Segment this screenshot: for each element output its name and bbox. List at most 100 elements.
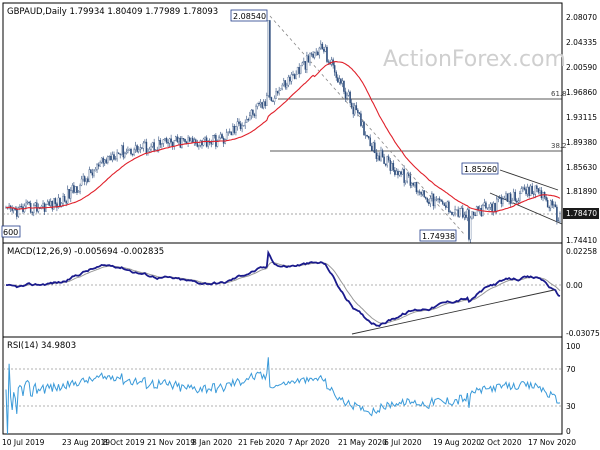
candle-body bbox=[417, 191, 419, 193]
candle-body bbox=[187, 137, 189, 144]
candle-body bbox=[232, 126, 234, 136]
candle-body bbox=[546, 200, 549, 208]
price-tick: 1.74410 bbox=[566, 236, 597, 245]
candle-body bbox=[352, 106, 354, 115]
macd-header: MACD(12,26,9) -0.005694 -0.002835 bbox=[7, 247, 164, 257]
candle-body bbox=[449, 211, 452, 213]
low-label-box bbox=[419, 229, 457, 242]
candle-body bbox=[381, 150, 384, 158]
candle-body bbox=[128, 148, 131, 151]
candle-body bbox=[88, 169, 91, 182]
candle-body bbox=[463, 214, 466, 218]
candle-body bbox=[445, 205, 447, 208]
candle-body bbox=[245, 119, 248, 123]
candle-body bbox=[207, 141, 209, 147]
candle-body bbox=[426, 198, 429, 203]
candle-body bbox=[42, 203, 44, 207]
candle-body bbox=[185, 141, 188, 144]
candle-body bbox=[559, 213, 561, 222]
candle-body bbox=[472, 211, 475, 216]
candle-body bbox=[423, 190, 425, 198]
price-tick: 2.08070 bbox=[566, 13, 597, 22]
candle-body bbox=[85, 178, 87, 182]
macd-tick: 0.00 bbox=[566, 281, 583, 290]
candle-body bbox=[446, 201, 449, 208]
candle-body bbox=[451, 211, 453, 215]
candle-body bbox=[512, 191, 515, 201]
candle-body bbox=[539, 190, 541, 193]
candle-body bbox=[400, 171, 402, 175]
candle-body bbox=[278, 90, 280, 94]
candle-body bbox=[199, 140, 202, 146]
rsi-tick: 30 bbox=[566, 402, 576, 411]
candle-body bbox=[219, 134, 222, 139]
price-tick: 1.93115 bbox=[566, 113, 597, 122]
candle-body bbox=[531, 185, 533, 195]
candle-body bbox=[131, 153, 134, 155]
candle-body bbox=[545, 196, 547, 201]
candle-body bbox=[333, 65, 336, 73]
candle-body bbox=[190, 137, 192, 142]
candle-body bbox=[448, 201, 450, 212]
rsi-header: RSI(14) 34.9803 bbox=[7, 341, 76, 351]
candle-body bbox=[289, 76, 291, 82]
candle-body bbox=[99, 162, 101, 167]
candle-body bbox=[313, 52, 316, 58]
candle-body bbox=[536, 185, 538, 189]
candle-body bbox=[225, 132, 228, 140]
candle-body bbox=[195, 139, 197, 144]
x-tick: 2 Oct 2020 bbox=[480, 438, 522, 447]
candle-body bbox=[158, 140, 160, 151]
candle-body bbox=[161, 143, 163, 145]
candle-body bbox=[212, 135, 214, 145]
candle-body bbox=[340, 78, 342, 84]
candle-body bbox=[111, 154, 114, 161]
candle-body bbox=[335, 72, 337, 78]
candle-body bbox=[500, 197, 503, 204]
candle-body bbox=[509, 193, 512, 204]
candle-body bbox=[215, 135, 217, 147]
candle-body bbox=[117, 152, 120, 154]
candle-body bbox=[508, 193, 510, 202]
macd-line bbox=[5, 249, 561, 328]
low-label: 1.74938 bbox=[422, 232, 455, 241]
candle-body bbox=[141, 147, 143, 149]
candle-body bbox=[281, 84, 283, 89]
candle-body bbox=[441, 201, 444, 204]
candle-body bbox=[366, 134, 368, 137]
candle-body bbox=[492, 202, 495, 212]
candle-body bbox=[310, 53, 313, 55]
candle-body bbox=[252, 110, 254, 115]
candle-body bbox=[107, 156, 109, 163]
candle-body bbox=[549, 200, 552, 209]
candle-body bbox=[125, 151, 128, 154]
candle-body bbox=[179, 138, 182, 148]
candle-body bbox=[202, 138, 205, 146]
moving-average-line bbox=[5, 61, 561, 213]
candle-body bbox=[242, 125, 245, 127]
candle-body bbox=[299, 65, 302, 74]
x-tick: 21 Nov 2019 bbox=[147, 438, 195, 447]
candle-body bbox=[497, 197, 500, 200]
candle-body bbox=[516, 200, 518, 203]
macd-tick: 0.02258 bbox=[566, 247, 597, 256]
candle-body bbox=[122, 145, 125, 158]
candle-body bbox=[361, 121, 364, 126]
candle-body bbox=[76, 186, 78, 193]
candle-body bbox=[471, 211, 473, 219]
candle-body bbox=[528, 187, 530, 197]
candle-body bbox=[267, 20, 270, 96]
candle-body bbox=[495, 198, 498, 212]
candle-body bbox=[16, 209, 18, 217]
candle-body bbox=[392, 163, 395, 171]
candle-body bbox=[326, 46, 328, 62]
x-tick: 17 Nov 2020 bbox=[528, 438, 576, 447]
candle-body bbox=[454, 209, 456, 214]
candle-body bbox=[73, 185, 75, 193]
candle-body bbox=[429, 198, 432, 204]
candle-body bbox=[316, 51, 319, 56]
price-tick: 2.04335 bbox=[566, 38, 597, 47]
candle-body bbox=[236, 121, 239, 127]
candle-body bbox=[46, 201, 49, 205]
